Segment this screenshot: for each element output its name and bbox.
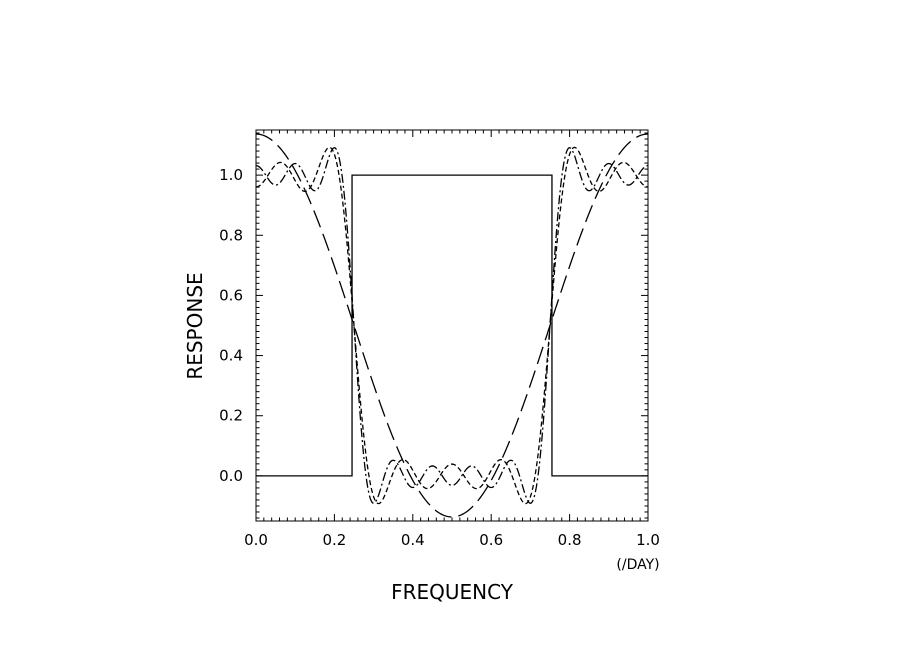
y-tick-labels: 0.0 0.2 0.4 0.6 0.8 1.0 (219, 166, 243, 485)
y-tick-label: 0.2 (219, 407, 243, 425)
series-line-long-dash (255, 133, 649, 518)
x-axis-unit: (/DAY) (616, 557, 659, 573)
y-tick-label: 0.4 (219, 347, 243, 365)
series-line-solid (256, 174, 648, 477)
y-axis-title: RESPONSE (183, 272, 207, 379)
x-tick-label: 1.0 (636, 531, 660, 549)
series-line-dash-dot (255, 147, 649, 504)
x-tick-label: 0.0 (244, 531, 268, 549)
y-tick-label: 1.0 (219, 166, 243, 184)
y-tick-label: 0.0 (219, 467, 243, 485)
series-line-short-dash (255, 146, 649, 505)
y-tick-label: 0.8 (219, 226, 243, 244)
plot-frame (255, 129, 649, 522)
axis-ticks (255, 130, 649, 521)
x-tick-label: 0.4 (401, 531, 425, 549)
x-tick-labels: 0.0 0.2 0.4 0.6 0.8 1.0 (244, 531, 660, 549)
x-axis-title: FREQUENCY (391, 580, 514, 604)
x-tick-label: 0.6 (479, 531, 503, 549)
series-curves (255, 133, 649, 518)
y-tick-label: 0.6 (219, 286, 243, 304)
x-tick-label: 0.8 (558, 531, 582, 549)
x-tick-label: 0.2 (322, 531, 346, 549)
